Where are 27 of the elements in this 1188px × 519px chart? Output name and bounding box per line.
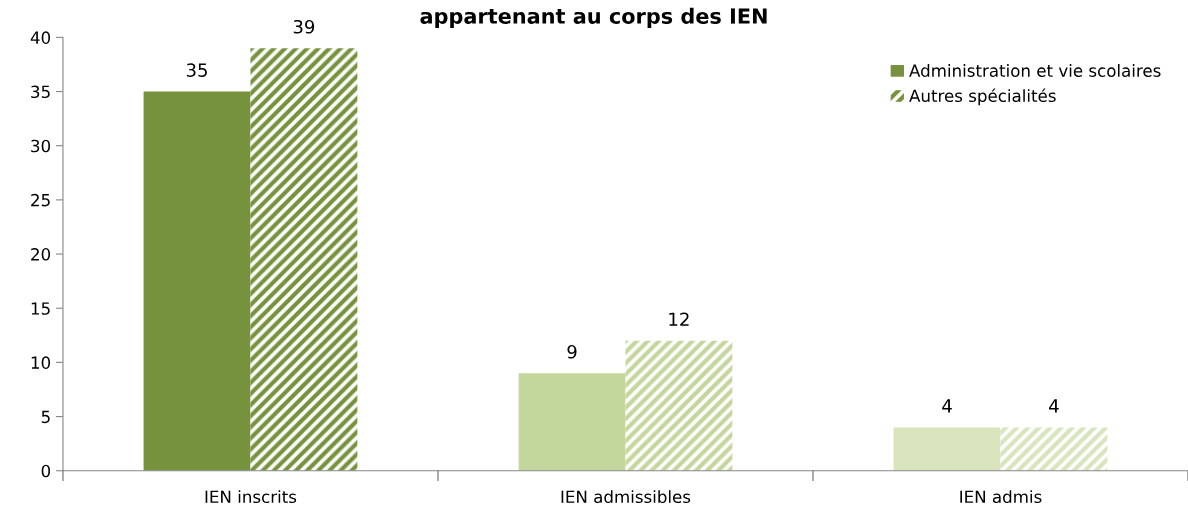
legend-label: Autres spécialités bbox=[909, 88, 1056, 106]
y-tick-label: 10 bbox=[31, 356, 51, 369]
y-tick-label: 40 bbox=[30, 31, 51, 44]
y-tick-label: 25 bbox=[31, 193, 50, 207]
x-tick-label: IEN inscrits bbox=[205, 490, 297, 504]
data-label: 4 bbox=[1049, 399, 1059, 413]
data-label: 4 bbox=[942, 399, 952, 413]
bar bbox=[518, 373, 626, 471]
x-tick-label: IEN admis bbox=[960, 490, 1042, 504]
chart-title: appartenant au corps des IEN bbox=[420, 7, 767, 28]
x-tick-label: IEN admissibles bbox=[561, 490, 691, 504]
bar bbox=[143, 91, 251, 471]
legend-label: Administration et vie scolaires bbox=[909, 64, 1161, 77]
y-tick-label: 5 bbox=[41, 410, 50, 424]
data-label: 12 bbox=[669, 312, 689, 326]
bar bbox=[250, 48, 358, 471]
y-tick-label: 30 bbox=[31, 139, 51, 153]
y-tick-label: 20 bbox=[31, 248, 51, 261]
data-label: 35 bbox=[186, 63, 207, 77]
bar bbox=[1000, 427, 1108, 471]
y-tick-label: 0 bbox=[41, 464, 51, 478]
y-tick-label: 15 bbox=[31, 302, 50, 315]
y-tick-label: 35 bbox=[31, 85, 50, 99]
data-label: 9 bbox=[567, 344, 577, 359]
data-label: 39 bbox=[293, 19, 315, 34]
bar bbox=[893, 427, 1001, 471]
bar bbox=[625, 340, 733, 471]
